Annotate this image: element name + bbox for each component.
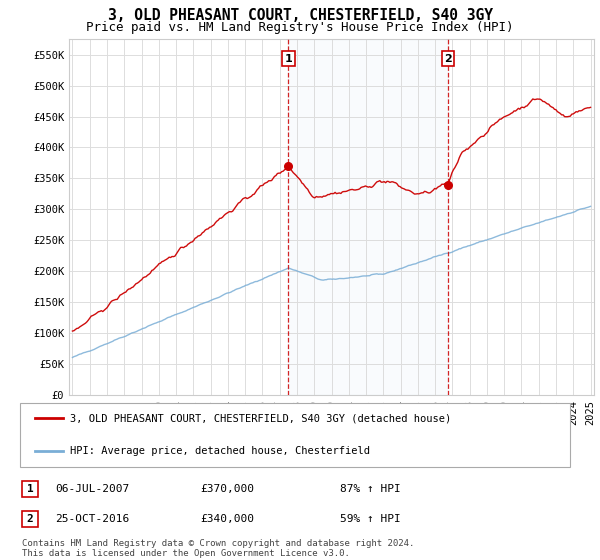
Text: 06-JUL-2007: 06-JUL-2007: [55, 484, 129, 494]
Text: Price paid vs. HM Land Registry's House Price Index (HPI): Price paid vs. HM Land Registry's House …: [86, 21, 514, 34]
Text: 87% ↑ HPI: 87% ↑ HPI: [340, 484, 401, 494]
FancyBboxPatch shape: [22, 480, 38, 497]
Text: HPI: Average price, detached house, Chesterfield: HPI: Average price, detached house, Ches…: [70, 446, 370, 456]
Text: 3, OLD PHEASANT COURT, CHESTERFIELD, S40 3GY (detached house): 3, OLD PHEASANT COURT, CHESTERFIELD, S40…: [70, 413, 451, 423]
Text: 1: 1: [284, 54, 292, 64]
Text: £340,000: £340,000: [200, 514, 254, 524]
Text: 59% ↑ HPI: 59% ↑ HPI: [340, 514, 401, 524]
Text: Contains HM Land Registry data © Crown copyright and database right 2024.: Contains HM Land Registry data © Crown c…: [22, 539, 415, 548]
Text: This data is licensed under the Open Government Licence v3.0.: This data is licensed under the Open Gov…: [22, 549, 350, 558]
Text: 2: 2: [26, 514, 34, 524]
Text: 2: 2: [444, 54, 452, 64]
Text: 25-OCT-2016: 25-OCT-2016: [55, 514, 129, 524]
Text: 1: 1: [26, 484, 34, 494]
FancyBboxPatch shape: [20, 403, 570, 466]
FancyBboxPatch shape: [22, 511, 38, 528]
Bar: [289, 39, 448, 395]
Text: £370,000: £370,000: [200, 484, 254, 494]
Text: 3, OLD PHEASANT COURT, CHESTERFIELD, S40 3GY: 3, OLD PHEASANT COURT, CHESTERFIELD, S40…: [107, 8, 493, 24]
